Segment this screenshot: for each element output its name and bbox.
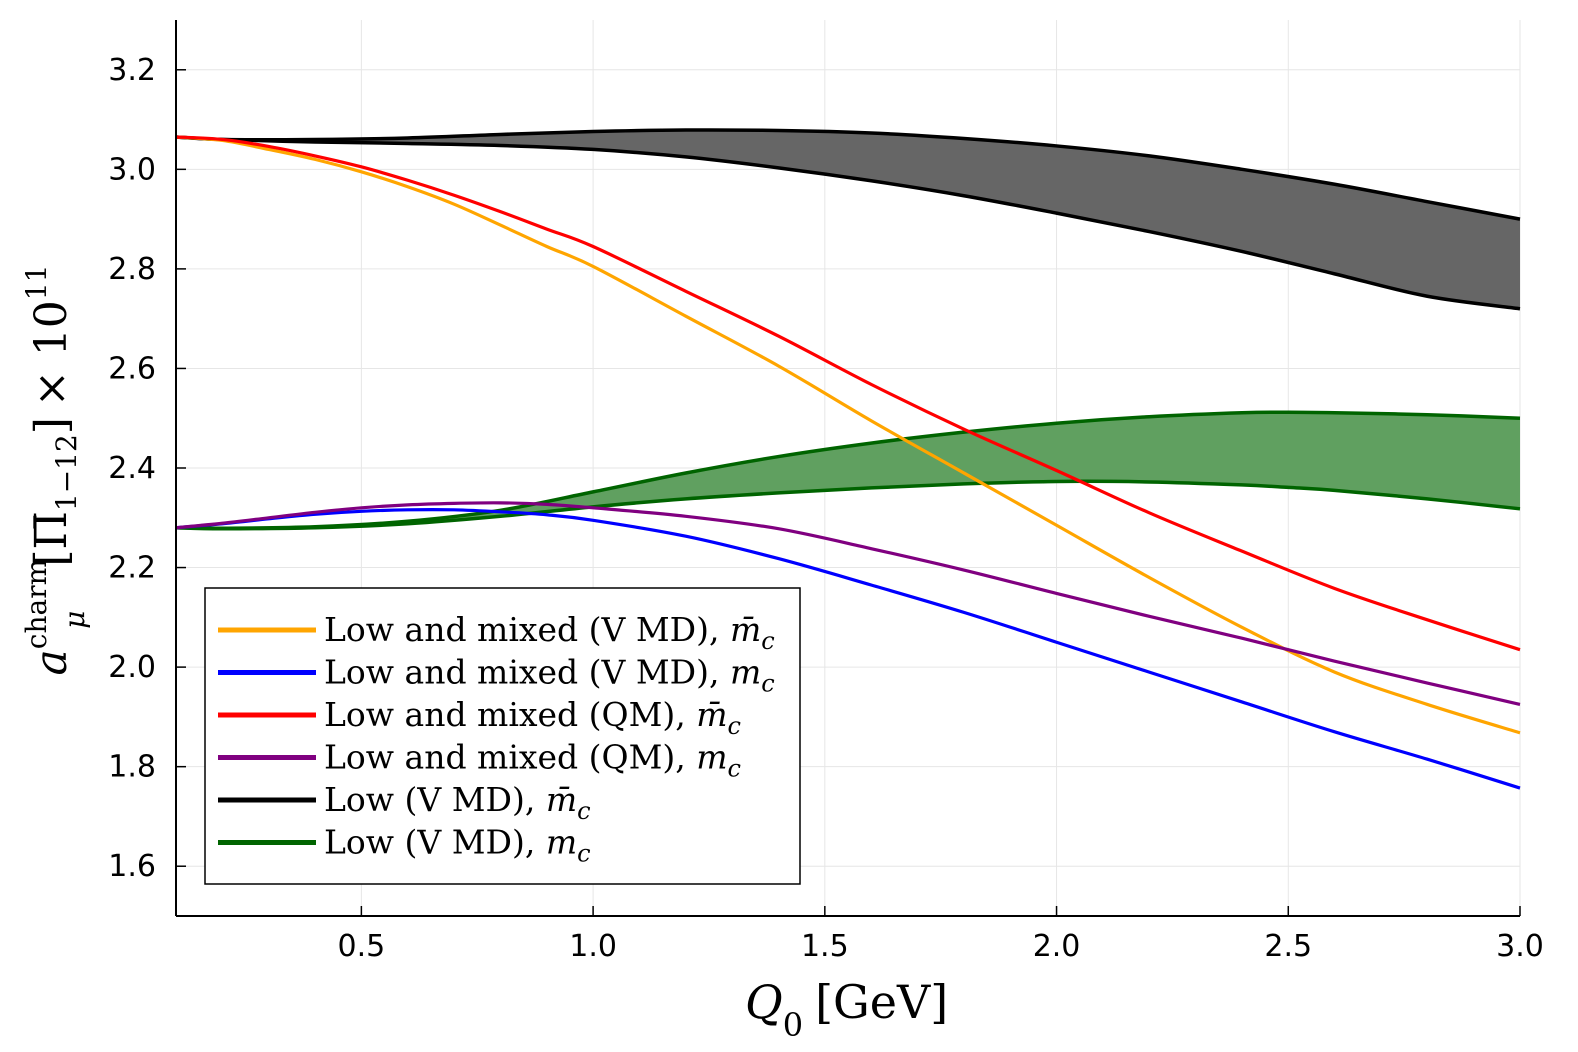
legend-box	[204, 587, 801, 885]
x-tick-label-3: 2.0	[1033, 929, 1081, 964]
legend-label-3: Low and mixed (QM), mc	[324, 738, 741, 783]
y-axis-label: acharm μ [Π̄1−12] × 1011	[20, 265, 91, 676]
legend-label-sub-4: c	[577, 797, 590, 825]
legend-label-sub-3: c	[728, 755, 741, 783]
y-tick-label-3: 2.2	[108, 551, 156, 586]
y-axis-label-range: 1−12	[50, 434, 83, 511]
legend-label-sym-0: m̄	[730, 610, 761, 649]
y-axis-label-sup: charm	[20, 559, 53, 649]
band-fill-5	[176, 412, 1520, 529]
legend-label-2: Low and mixed (QM), m̄c	[324, 695, 741, 740]
y-axis-label-base: a	[26, 649, 77, 675]
x-tick-label-4: 2.5	[1264, 929, 1312, 964]
y-axis-label-bracket-close: ]	[26, 417, 77, 434]
y-tick-label-2: 2.0	[108, 650, 156, 685]
band-lower-line-5	[175, 479, 1521, 531]
x-axis-label: Q0 [GeV]	[745, 975, 948, 1044]
series-line-1	[175, 507, 1521, 790]
legend-label-0: Low and mixed (V MD), m̄c	[324, 610, 775, 655]
x-axis-label-main: Q	[745, 975, 783, 1029]
y-tick-label-1: 1.8	[108, 750, 156, 785]
x-tick-label-2: 1.5	[801, 929, 849, 964]
band-upper-line-5	[175, 410, 1521, 531]
legend-label-main-2: Low and mixed (QM),	[324, 695, 696, 734]
legend-label-main-5: Low (V MD),	[324, 823, 546, 862]
legend-label-sym-1: m	[730, 653, 761, 692]
y-tick-label-0: 1.6	[108, 849, 156, 884]
legend-label-main-0: Low and mixed (V MD),	[324, 610, 730, 649]
x-tick-label-1: 1.0	[569, 929, 617, 964]
legend-label-main-1: Low and mixed (V MD),	[324, 653, 730, 692]
legend-label-sym-2: m̄	[696, 695, 727, 734]
y-axis-label-exp: 11	[20, 265, 53, 301]
y-tick-label-4: 2.4	[108, 451, 156, 486]
y-tick-label-6: 2.8	[108, 252, 156, 287]
x-tick-label-5: 3.0	[1496, 929, 1544, 964]
series-line-3	[175, 501, 1521, 706]
series-line-2	[175, 135, 1521, 652]
legend-label-main-4: Low (V MD),	[324, 780, 546, 819]
band-upper-line-4	[175, 128, 1521, 221]
legend-label-sym-5: m	[546, 823, 577, 862]
y-tick-label-5: 2.6	[108, 351, 156, 386]
series-line-0	[175, 135, 1521, 735]
y-axis-label-times: × 10	[26, 300, 77, 407]
legend-label-sub-1: c	[761, 670, 774, 698]
legend-label-sub-2: c	[728, 712, 741, 740]
x-axis-label-unit: [GeV]	[815, 975, 948, 1029]
y-tick-label-7: 3.0	[108, 152, 156, 187]
y-axis-label-pi: Π̄	[26, 511, 77, 549]
x-tick-label-0: 0.5	[338, 929, 386, 964]
y-tick-label-8: 3.2	[108, 53, 156, 88]
legend-label-sym-4: m̄	[546, 780, 577, 819]
band-lower-line-4	[175, 135, 1521, 311]
legend-label-4: Low (V MD), m̄c	[324, 780, 591, 825]
band-fill-4	[176, 129, 1520, 309]
legend-label-1: Low and mixed (V MD), mc	[324, 653, 775, 698]
legend-label-main-3: Low and mixed (QM),	[324, 738, 696, 777]
legend-label-5: Low (V MD), mc	[324, 823, 591, 868]
y-axis-label-sub: μ	[58, 611, 91, 629]
ticks: 0.5 1.0 1.5 2.0 2.5 3.0 1.6 1.8 2.0 2.2 2.4 2.6 2.8 3…	[108, 53, 1544, 964]
y-axis-label-bracket-open: [	[26, 549, 77, 566]
legend-label-sub-0: c	[761, 627, 774, 655]
x-axis-label-sub: 0	[783, 1006, 803, 1044]
plot-series	[175, 128, 1521, 790]
legend-label-sym-3: m	[696, 738, 727, 777]
legend-label-sub-5: c	[577, 840, 590, 868]
